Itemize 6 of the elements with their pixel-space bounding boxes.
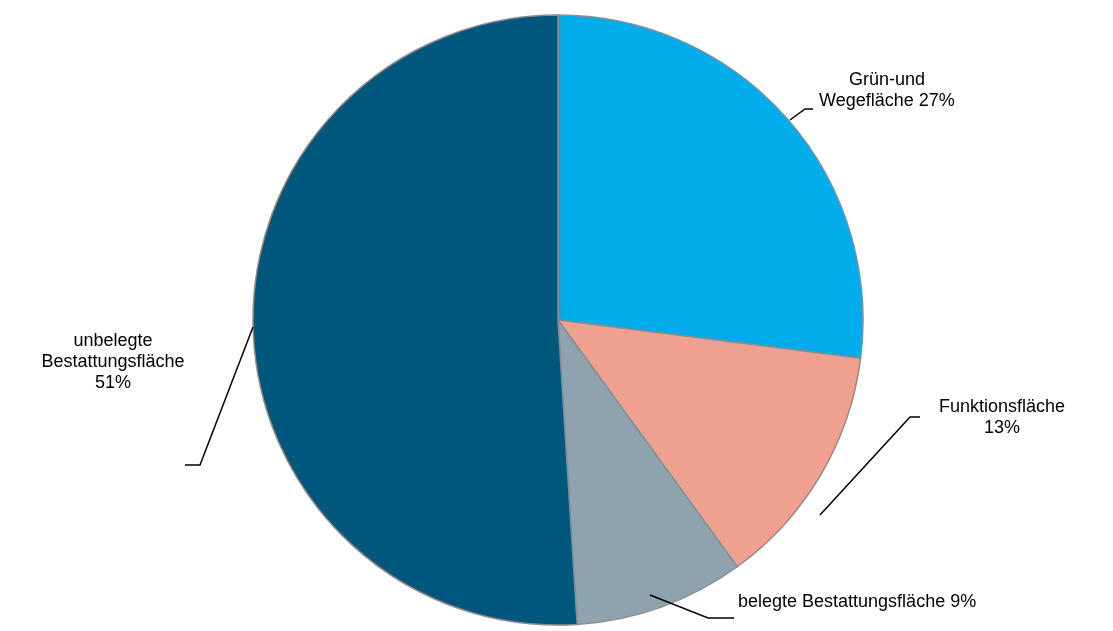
slice-label: unbelegte Bestattungsfläche xyxy=(41,329,185,371)
slice-label: Funktionsfläche xyxy=(938,395,1066,416)
slice-label: belegte Bestattungsfläche 9% xyxy=(738,590,977,611)
data-label: 13% xyxy=(983,416,1021,437)
data-label: 51% xyxy=(94,371,132,392)
slice-label: Grün-und Wegefläche 27% xyxy=(819,68,955,110)
